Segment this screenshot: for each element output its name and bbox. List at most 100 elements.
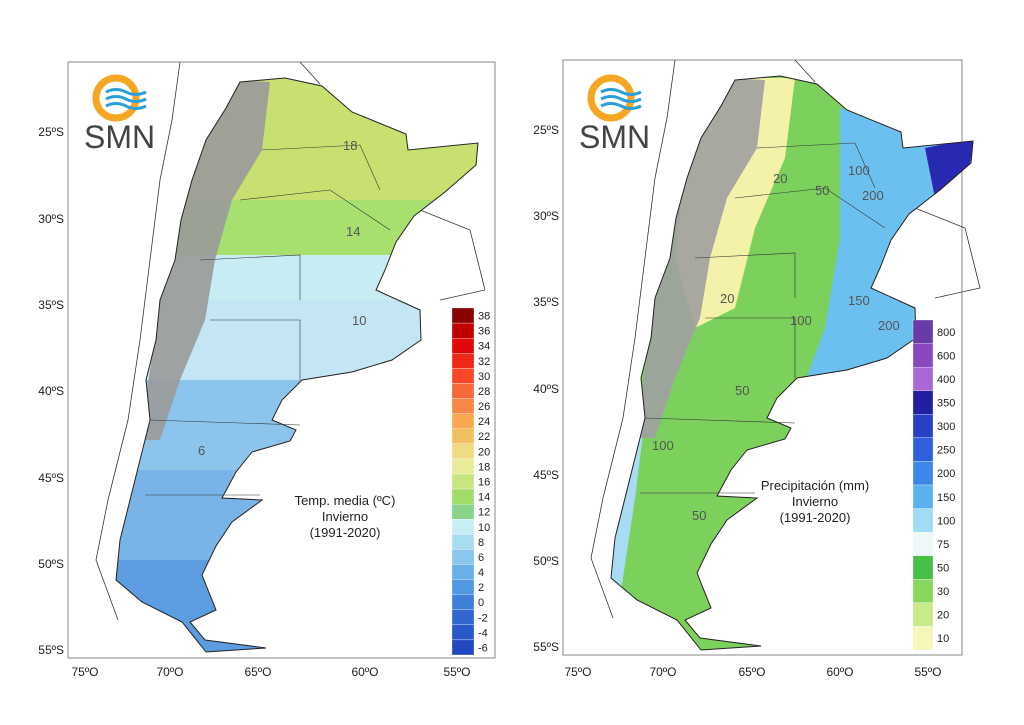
logo-wave <box>600 102 642 110</box>
x-axis-label: 70ºO <box>649 665 676 679</box>
colorbar-label: 24 <box>478 416 490 428</box>
colorbar-label: 34 <box>478 341 490 353</box>
colorbar-label: 38 <box>478 311 490 323</box>
colorbar-cell <box>912 437 934 462</box>
colorbar-cell <box>451 307 475 324</box>
colorbar-cell <box>451 564 475 580</box>
colorbar-label: -6 <box>478 642 488 654</box>
colorbar-cell <box>451 624 475 641</box>
colorbar-cell <box>451 413 475 429</box>
colorbar-cell <box>451 353 475 369</box>
y-axis-label: 35ºS <box>533 295 559 309</box>
colorbar-cell <box>912 602 934 627</box>
colorbar-label: 150 <box>937 492 955 504</box>
colorbar-cell <box>451 549 475 565</box>
legend-title: (1991-2020) <box>310 525 381 540</box>
colorbar-label: 600 <box>937 350 955 362</box>
colorbar-label: 50 <box>937 563 949 575</box>
neighbor-border <box>95 61 486 621</box>
contour-label: 200 <box>862 188 884 203</box>
colorbar-cell <box>451 458 475 475</box>
colorbar-label: 200 <box>937 468 955 480</box>
colorbar-cell <box>451 503 475 520</box>
colorbar-cell <box>912 414 934 439</box>
contour-label: 6 <box>198 443 205 458</box>
colorbar-cell <box>451 579 475 595</box>
y-axis-label: 40ºS <box>533 382 559 396</box>
colorbar-label: -4 <box>478 627 488 639</box>
colorbar-label: 400 <box>937 374 955 386</box>
y-axis-label: 45ºS <box>38 471 64 485</box>
x-axis-label: 65ºO <box>244 665 271 679</box>
colorbar-cell <box>912 319 934 344</box>
colorbar-label: 250 <box>937 445 955 457</box>
y-axis-label: 25ºS <box>38 125 64 139</box>
colorbar-label: 30 <box>937 586 949 598</box>
logo-text: SMN <box>579 119 650 155</box>
province-borders <box>640 142 886 494</box>
legend-title: (1991-2020) <box>780 510 851 525</box>
x-axis-label: 55ºO <box>443 665 470 679</box>
map-panel: SMN 25ºS 30ºS 35ºS 40ºS 45ºS 50ºS 55ºS 75ºO 70ºO 6… <box>38 61 496 679</box>
colorbar-label: 10 <box>478 522 490 534</box>
contour-label: 150 <box>848 293 870 308</box>
logo-text: SMN <box>84 119 155 155</box>
logo-wave <box>105 102 147 110</box>
contour-label: 20 <box>773 171 787 186</box>
y-axis-label: 25ºS <box>533 123 559 137</box>
colorbar-label: 18 <box>478 461 490 473</box>
colorbar-cell <box>451 322 475 339</box>
colorbar-cell <box>451 398 475 414</box>
logo-wave <box>105 88 147 96</box>
colorbar-label: 28 <box>478 386 490 398</box>
colorbar-label: 300 <box>937 421 955 433</box>
colorbar-label: 20 <box>478 446 490 458</box>
colorbar-label: 4 <box>478 567 484 579</box>
colorbar-label: 26 <box>478 401 490 413</box>
colorbar-cell <box>912 626 934 651</box>
contour-label: 50 <box>735 383 749 398</box>
contour-label: 14 <box>346 224 360 239</box>
colorbar-cell <box>912 508 934 533</box>
colorbar-label: 12 <box>478 507 490 519</box>
logo-circle <box>587 74 635 122</box>
contour-label: 100 <box>848 163 870 178</box>
contour-label: 100 <box>652 438 674 453</box>
x-axis-label: 60ºO <box>351 665 378 679</box>
colorbar-label: 10 <box>937 633 949 645</box>
colorbar-cell <box>451 368 475 384</box>
y-axis-label: 35ºS <box>38 298 64 312</box>
colorbar-cell <box>451 488 475 505</box>
province-borders <box>145 144 391 496</box>
legend-title: Invierno <box>322 509 368 524</box>
colorbar-cell <box>451 519 475 535</box>
colorbar-cell <box>912 366 934 391</box>
colorbar-cell <box>451 383 475 399</box>
y-axis-label: 55ºS <box>38 643 64 657</box>
contour-label: 50 <box>815 183 829 198</box>
y-axis-label: 40ºS <box>38 384 64 398</box>
x-axis-label: 75ºO <box>564 665 591 679</box>
contour-label: 10 <box>352 313 366 328</box>
colorbar-label: 0 <box>478 597 484 609</box>
colorbar-label: -2 <box>478 612 488 624</box>
contour-label: 50 <box>692 508 706 523</box>
x-axis-label: 75ºO <box>71 665 98 679</box>
colorbar-cell <box>451 639 475 656</box>
logo-wave <box>105 95 147 103</box>
colorbar-label: 75 <box>937 539 949 551</box>
colorbar-cell <box>912 484 934 509</box>
colorbar-cell <box>451 338 475 354</box>
x-axis-label: 55ºO <box>914 665 941 679</box>
colorbar-label: 100 <box>937 515 955 527</box>
x-axis-label: 60ºO <box>826 665 853 679</box>
y-axis-label: 50ºS <box>38 557 64 571</box>
y-axis-label: 30ºS <box>533 209 559 223</box>
colorbar-cell <box>912 579 934 604</box>
colorbar-cell <box>912 343 934 368</box>
map-panel: SMN 25ºS 30ºS 35ºS 40ºS 45ºS 50ºS 55ºS 75ºO 70ºO 6… <box>533 59 981 679</box>
colorbar-label: 350 <box>937 398 955 410</box>
colorbar-label: 6 <box>478 552 484 564</box>
colorbar-cell <box>451 609 475 625</box>
colorbar-cell <box>451 534 475 550</box>
